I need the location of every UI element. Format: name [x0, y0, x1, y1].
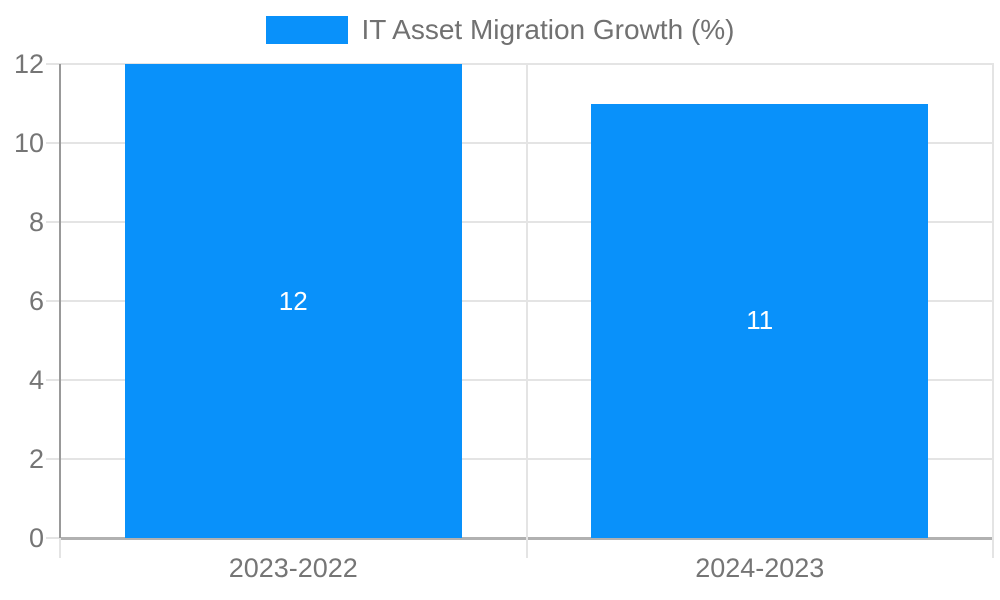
y-tick-label: 4 — [28, 365, 44, 395]
chart-legend: IT Asset Migration Growth (%) — [0, 6, 1000, 54]
bar: 12 — [124, 64, 462, 538]
legend-swatch-icon — [265, 16, 348, 44]
y-tick-mark — [46, 221, 60, 223]
y-tick-label: 0 — [28, 523, 44, 553]
y-tick-label: 10 — [13, 128, 44, 158]
y-tick-label: 2 — [28, 444, 44, 474]
x-tick-label: 2024-2023 — [695, 553, 825, 583]
y-tick-mark — [46, 142, 60, 144]
y-axis-line — [59, 64, 61, 538]
category-boundary-gridline — [525, 64, 528, 558]
y-tick-mark — [46, 300, 60, 302]
y-tick-mark — [46, 458, 60, 460]
bar: 11 — [591, 103, 929, 538]
y-tick-mark — [46, 537, 60, 539]
plot-right-border — [992, 64, 994, 558]
x-tick-label: 2023-2022 — [228, 553, 358, 583]
y-tick-label: 12 — [13, 49, 44, 79]
x-axis-left-tick — [59, 538, 61, 558]
y-tick-mark — [46, 379, 60, 381]
bar-value-label: 12 — [278, 285, 308, 316]
y-tick-label: 8 — [28, 207, 44, 237]
bar-value-label: 11 — [746, 305, 774, 336]
y-tick-mark — [46, 63, 60, 65]
legend-label: IT Asset Migration Growth (%) — [361, 14, 735, 45]
y-tick-label: 6 — [28, 286, 44, 316]
